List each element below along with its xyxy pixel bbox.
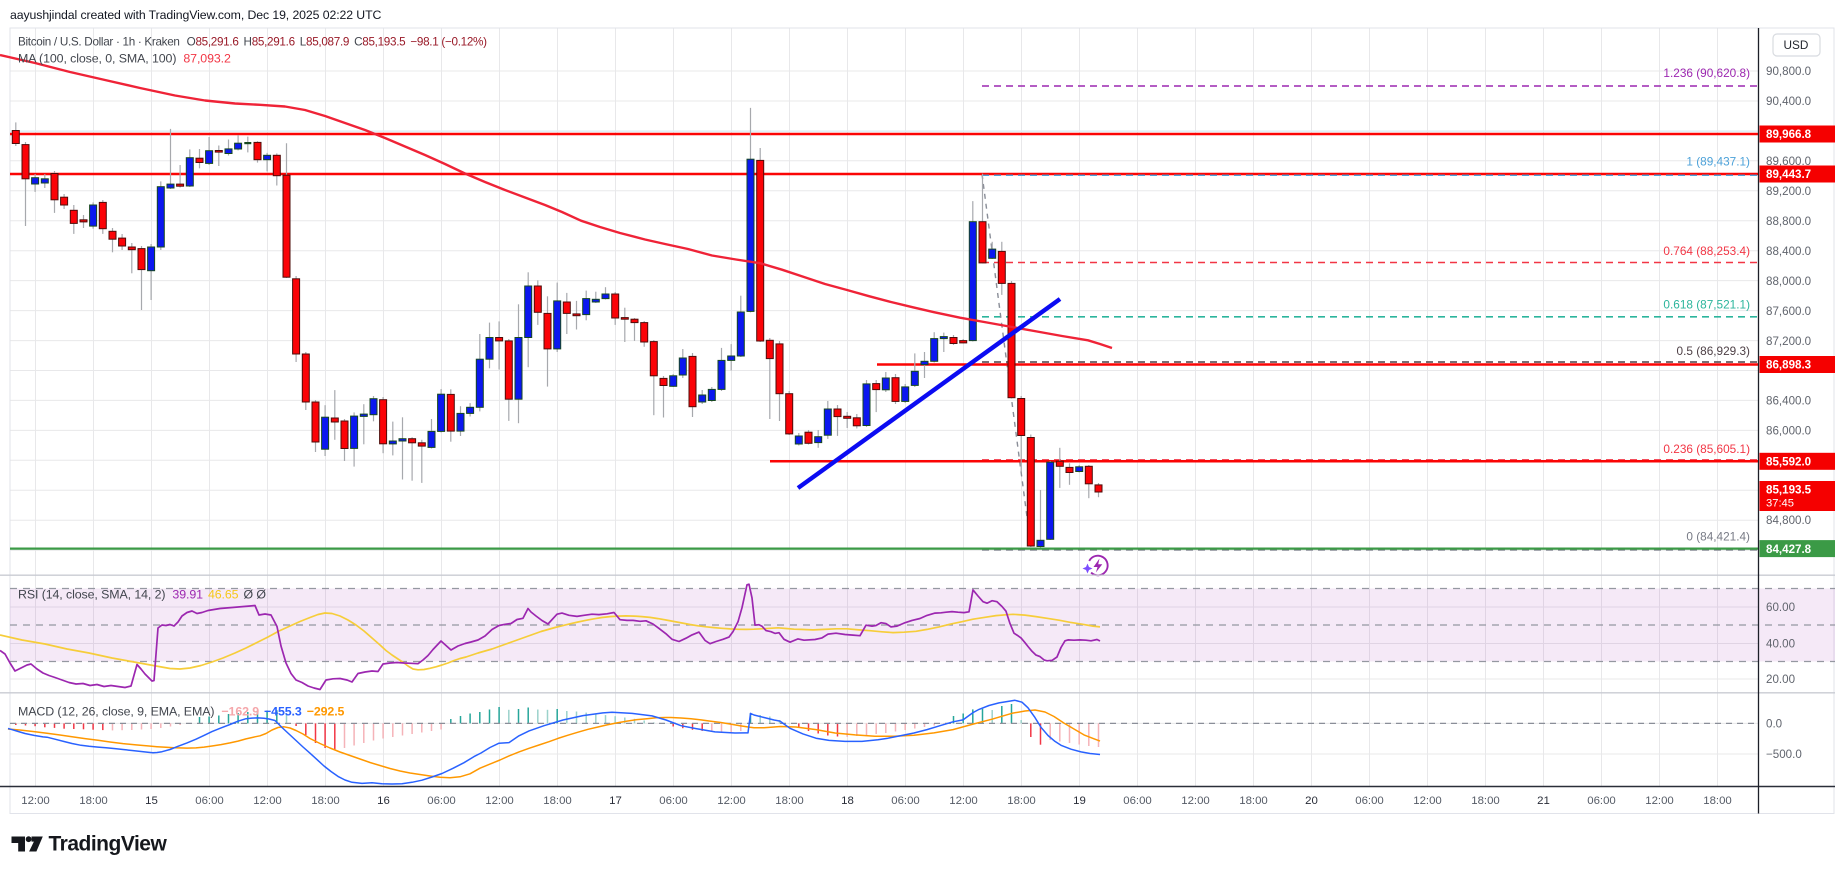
svg-text:0 (84,421.4): 0 (84,421.4) [1686,530,1750,544]
svg-text:MACD (12, 26, close, 9, EMA, E: MACD (12, 26, close, 9, EMA, EMA)−162.9−… [18,705,345,719]
svg-text:87,200.0: 87,200.0 [1766,335,1811,348]
svg-text:18:00: 18:00 [1239,795,1268,807]
svg-text:84,800.0: 84,800.0 [1766,514,1811,527]
svg-text:21: 21 [1537,795,1550,807]
svg-text:12:00: 12:00 [949,795,978,807]
svg-text:87,600.0: 87,600.0 [1766,305,1811,318]
svg-text:0.236 (85,605.1): 0.236 (85,605.1) [1663,442,1750,456]
svg-text:0.618 (87,521.1): 0.618 (87,521.1) [1663,298,1750,312]
svg-text:−500.0: −500.0 [1766,748,1802,761]
svg-text:18:00: 18:00 [1703,795,1732,807]
svg-text:06:00: 06:00 [891,795,920,807]
svg-text:0.0: 0.0 [1766,717,1782,730]
svg-text:12:00: 12:00 [1413,795,1442,807]
svg-text:18:00: 18:00 [1471,795,1500,807]
svg-text:12:00: 12:00 [485,795,514,807]
svg-text:86,400.0: 86,400.0 [1766,395,1811,408]
svg-text:1 (89,437.1): 1 (89,437.1) [1686,155,1750,169]
svg-text:12:00: 12:00 [21,795,50,807]
svg-text:89,443.7: 89,443.7 [1766,168,1811,181]
svg-text:12:00: 12:00 [1645,795,1674,807]
svg-text:85,193.5: 85,193.5 [1766,484,1812,497]
svg-text:06:00: 06:00 [195,795,224,807]
svg-text:12:00: 12:00 [717,795,746,807]
svg-text:86,898.3: 86,898.3 [1766,359,1812,372]
svg-text:17: 17 [609,795,622,807]
svg-text:18:00: 18:00 [1007,795,1036,807]
svg-text:86,000.0: 86,000.0 [1766,425,1811,438]
svg-text:88,800.0: 88,800.0 [1766,215,1811,228]
svg-text:88,000.0: 88,000.0 [1766,275,1811,288]
svg-text:18: 18 [841,795,854,807]
svg-text:06:00: 06:00 [427,795,456,807]
svg-text:USD: USD [1784,38,1809,52]
svg-text:aayushjindal created with Trad: aayushjindal created with TradingView.co… [10,8,381,22]
svg-text:60.00: 60.00 [1766,601,1795,614]
svg-text:18:00: 18:00 [775,795,804,807]
svg-text:06:00: 06:00 [1587,795,1616,807]
svg-text:88,400.0: 88,400.0 [1766,245,1811,258]
svg-text:90,800.0: 90,800.0 [1766,65,1811,78]
svg-text:Bitcoin / U.S. Dollar · 1h · K: Bitcoin / U.S. Dollar · 1h · KrakenO85,2… [18,36,487,49]
svg-text:89,200.0: 89,200.0 [1766,185,1811,198]
svg-text:TradingView: TradingView [49,833,168,856]
svg-text:18:00: 18:00 [311,795,340,807]
svg-text:06:00: 06:00 [659,795,688,807]
svg-text:MA (100, close, 0, SMA, 100)87: MA (100, close, 0, SMA, 100)87,093.2 [18,52,231,66]
svg-text:40.00: 40.00 [1766,638,1795,651]
svg-text:20.00: 20.00 [1766,673,1795,686]
svg-text:1.236 (90,620.8): 1.236 (90,620.8) [1663,66,1750,80]
svg-text:19: 19 [1073,795,1086,807]
svg-text:0.764 (88,253.4): 0.764 (88,253.4) [1663,244,1750,258]
svg-text:18:00: 18:00 [543,795,572,807]
svg-text:06:00: 06:00 [1355,795,1384,807]
svg-text:18:00: 18:00 [79,795,108,807]
svg-text:85,592.0: 85,592.0 [1766,456,1811,469]
svg-text:90,400.0: 90,400.0 [1766,95,1811,108]
svg-text:37:45: 37:45 [1766,498,1794,510]
svg-text:20: 20 [1305,795,1318,807]
svg-text:15: 15 [145,795,158,807]
svg-text:16: 16 [377,795,390,807]
svg-text:12:00: 12:00 [253,795,282,807]
svg-text:84,427.8: 84,427.8 [1766,543,1812,556]
svg-text:06:00: 06:00 [1123,795,1152,807]
svg-text:89,966.8: 89,966.8 [1766,128,1812,141]
svg-text:0.5 (86,929.3): 0.5 (86,929.3) [1677,344,1751,358]
svg-text:12:00: 12:00 [1181,795,1210,807]
